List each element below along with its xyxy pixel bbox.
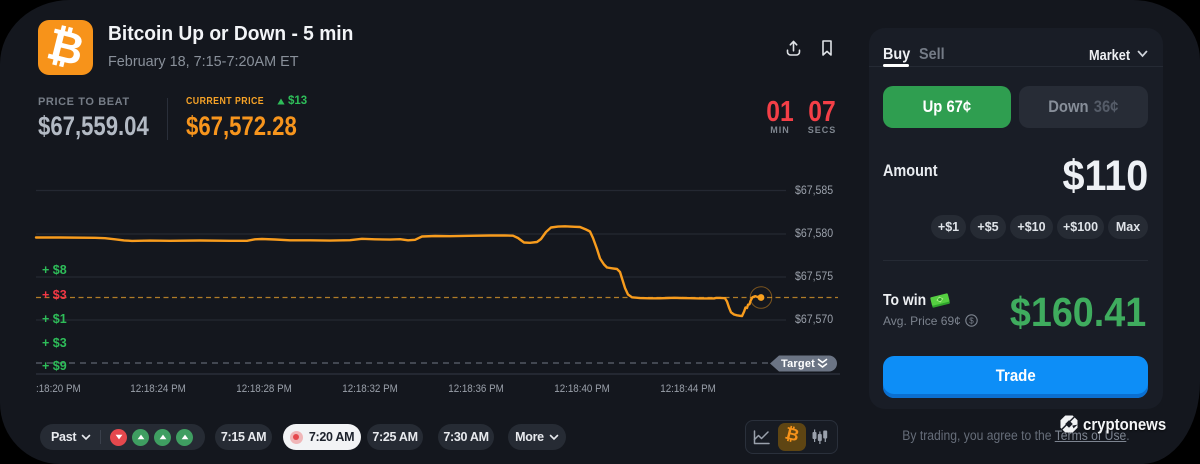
svg-text:$: $ (969, 316, 974, 325)
